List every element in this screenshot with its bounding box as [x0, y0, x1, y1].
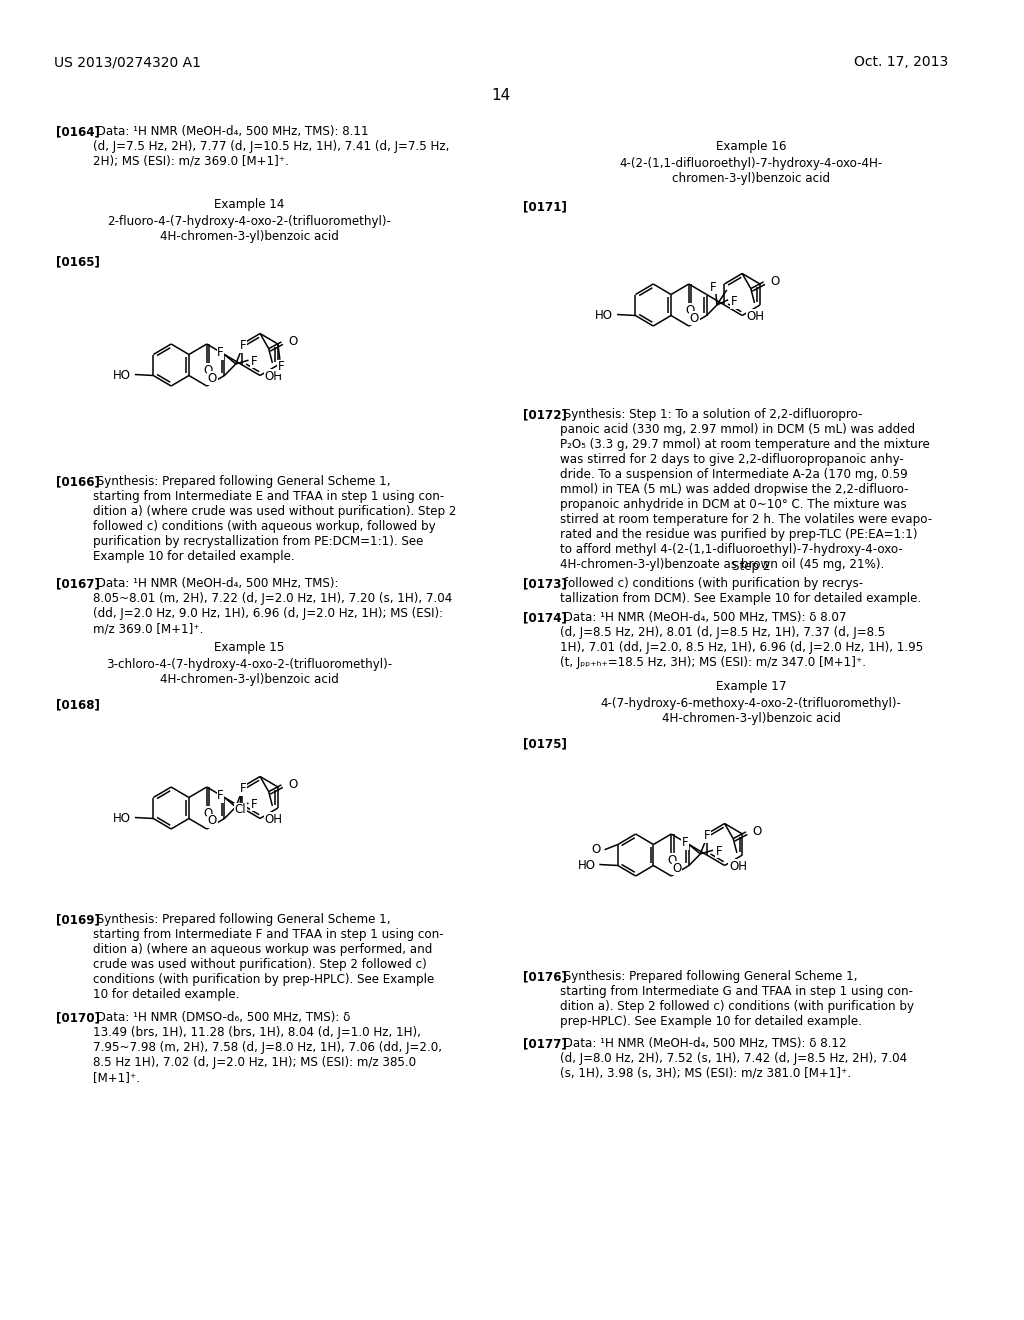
- Text: F: F: [217, 346, 224, 359]
- Text: O: O: [203, 364, 212, 376]
- Text: [0168]: [0168]: [55, 698, 99, 711]
- Text: [0175]: [0175]: [523, 737, 567, 750]
- Text: [0171]: [0171]: [523, 201, 567, 213]
- Text: Data: ¹H NMR (DMSO-d₆, 500 MHz, TMS): δ
13.49 (brs, 1H), 11.28 (brs, 1H), 8.04 (: Data: ¹H NMR (DMSO-d₆, 500 MHz, TMS): δ …: [93, 1011, 442, 1084]
- Text: O: O: [672, 862, 681, 874]
- Text: O: O: [770, 276, 779, 288]
- Text: O: O: [753, 825, 762, 838]
- Text: 2-fluoro-4-(7-hydroxy-4-oxo-2-(trifluoromethyl)-
4H-chromen-3-yl)benzoic acid: 2-fluoro-4-(7-hydroxy-4-oxo-2-(trifluoro…: [108, 215, 391, 243]
- Text: [0167]: [0167]: [55, 577, 99, 590]
- Text: [0173]: [0173]: [523, 577, 567, 590]
- Text: 14: 14: [492, 88, 510, 103]
- Text: O: O: [289, 335, 298, 348]
- Text: [0164]: [0164]: [55, 125, 99, 139]
- Text: O: O: [289, 779, 298, 792]
- Text: 3-chloro-4-(7-hydroxy-4-oxo-2-(trifluoromethyl)-
4H-chromen-3-yl)benzoic acid: 3-chloro-4-(7-hydroxy-4-oxo-2-(trifluoro…: [106, 657, 392, 686]
- Text: 4-(7-hydroxy-6-methoxy-4-oxo-2-(trifluoromethyl)-
4H-chromen-3-yl)benzoic acid: 4-(7-hydroxy-6-methoxy-4-oxo-2-(trifluor…: [601, 697, 901, 725]
- Text: Oct. 17, 2013: Oct. 17, 2013: [854, 55, 948, 69]
- Text: O: O: [668, 854, 677, 867]
- Text: O: O: [208, 371, 217, 384]
- Text: F: F: [705, 829, 711, 842]
- Text: [0169]: [0169]: [55, 913, 99, 927]
- Text: O: O: [203, 807, 212, 820]
- Text: US 2013/0274320 A1: US 2013/0274320 A1: [54, 55, 201, 69]
- Text: Synthesis: Prepared following General Scheme 1,
starting from Intermediate G and: Synthesis: Prepared following General Sc…: [560, 970, 914, 1028]
- Text: O: O: [685, 304, 694, 317]
- Text: followed c) conditions (with purification by recrys-
tallization from DCM). See : followed c) conditions (with purificatio…: [560, 577, 922, 605]
- Text: [0170]: [0170]: [55, 1011, 99, 1024]
- Text: Synthesis: Prepared following General Scheme 1,
starting from Intermediate F and: Synthesis: Prepared following General Sc…: [93, 913, 443, 1001]
- Text: OH: OH: [264, 813, 283, 826]
- Text: F: F: [240, 339, 246, 352]
- Text: F: F: [710, 281, 716, 294]
- Text: Data: ¹H NMR (MeOH-d₄, 500 MHz, TMS): 8.11
(d, J=7.5 Hz, 2H), 7.77 (d, J=10.5 Hz: Data: ¹H NMR (MeOH-d₄, 500 MHz, TMS): 8.…: [93, 125, 450, 168]
- Text: F: F: [731, 296, 737, 309]
- Text: [0177]: [0177]: [523, 1038, 567, 1049]
- Text: Data: ¹H NMR (MeOH-d₄, 500 MHz, TMS):
8.05~8.01 (m, 2H), 7.22 (d, J=2.0 Hz, 1H),: Data: ¹H NMR (MeOH-d₄, 500 MHz, TMS): 8.…: [93, 577, 453, 635]
- Text: [0166]: [0166]: [55, 475, 99, 488]
- Text: Synthesis: Prepared following General Scheme 1,
starting from Intermediate E and: Synthesis: Prepared following General Sc…: [93, 475, 457, 564]
- Text: OH: OH: [729, 859, 746, 873]
- Text: Cl: Cl: [234, 804, 246, 816]
- Text: Example 16: Example 16: [716, 140, 786, 153]
- Text: HO: HO: [113, 812, 131, 825]
- Text: F: F: [716, 845, 722, 858]
- Text: Example 14: Example 14: [214, 198, 285, 211]
- Text: [0174]: [0174]: [523, 611, 567, 624]
- Text: F: F: [240, 783, 246, 796]
- Text: Synthesis: Step 1: To a solution of 2,2-difluoropro-
panoic acid (330 mg, 2.97 m: Synthesis: Step 1: To a solution of 2,2-…: [560, 408, 933, 572]
- Text: [0172]: [0172]: [523, 408, 567, 421]
- Text: F: F: [251, 797, 258, 810]
- Text: 4-(2-(1,1-difluoroethyl)-7-hydroxy-4-oxo-4H-
chromen-3-yl)benzoic acid: 4-(2-(1,1-difluoroethyl)-7-hydroxy-4-oxo…: [620, 157, 883, 185]
- Text: Example 17: Example 17: [716, 680, 786, 693]
- Text: [0165]: [0165]: [55, 255, 99, 268]
- Text: Step 2: Step 2: [732, 560, 770, 573]
- Text: Example 15: Example 15: [214, 642, 285, 653]
- Text: O: O: [591, 843, 601, 857]
- Text: F: F: [682, 836, 688, 849]
- Text: OH: OH: [264, 370, 283, 383]
- Text: O: O: [208, 814, 217, 828]
- Text: OH: OH: [746, 310, 765, 323]
- Text: F: F: [217, 789, 224, 803]
- Text: HO: HO: [595, 309, 613, 322]
- Text: Data: ¹H NMR (MeOH-d₄, 500 MHz, TMS): δ 8.12
(d, J=8.0 Hz, 2H), 7.52 (s, 1H), 7.: Data: ¹H NMR (MeOH-d₄, 500 MHz, TMS): δ …: [560, 1038, 907, 1080]
- Text: O: O: [690, 312, 699, 325]
- Text: F: F: [278, 360, 285, 374]
- Text: [0176]: [0176]: [523, 970, 567, 983]
- Text: F: F: [251, 355, 258, 368]
- Text: Data: ¹H NMR (MeOH-d₄, 500 MHz, TMS): δ 8.07
(d, J=8.5 Hz, 2H), 8.01 (d, J=8.5 H: Data: ¹H NMR (MeOH-d₄, 500 MHz, TMS): δ …: [560, 611, 924, 669]
- Text: HO: HO: [113, 370, 131, 381]
- Text: HO: HO: [578, 859, 596, 873]
